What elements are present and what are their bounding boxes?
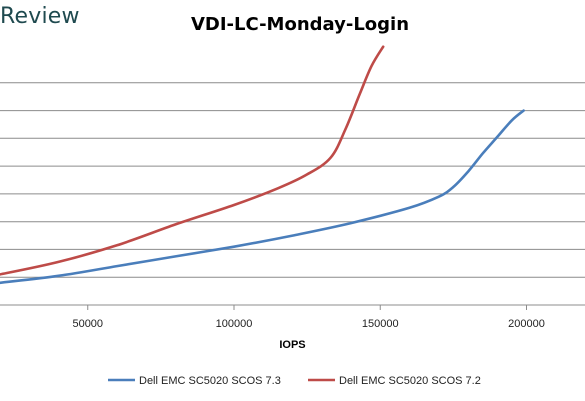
gridlines	[0, 82, 585, 278]
x-axis: 50000 100000 150000 200000	[0, 304, 585, 330]
x-axis-label: IOPS	[279, 339, 305, 351]
x-tick-label: 50000	[72, 318, 103, 330]
legend-label-2: Dell EMC SC5020 SCOS 7.2	[339, 375, 481, 387]
legend: Dell EMC SC5020 SCOS 7.3 Dell EMC SC5020 …	[108, 375, 481, 387]
series-line-1	[0, 109, 525, 285]
series-line-2	[0, 45, 385, 276]
x-tick-label: 150000	[362, 318, 399, 330]
legend-label-1: Dell EMC SC5020 SCOS 7.3	[139, 375, 281, 387]
brand-logo: Review	[0, 4, 80, 29]
series-lines	[0, 45, 525, 285]
chart-title: VDI-LC-Monday-Login	[190, 14, 410, 35]
x-tick-label: 100000	[216, 318, 253, 330]
x-tick-label: 200000	[508, 318, 545, 330]
